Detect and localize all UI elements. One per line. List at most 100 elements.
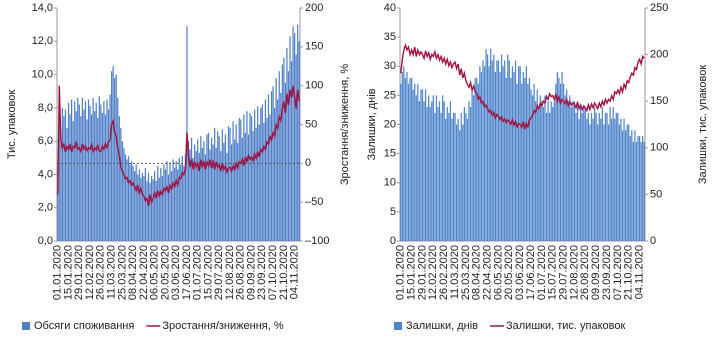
bar [607,124,610,241]
bar [524,77,526,242]
bar [468,101,470,241]
bar [197,139,199,241]
bar [157,166,159,241]
bar [75,111,77,241]
bar [556,72,559,241]
bar [298,41,300,242]
bar [61,107,63,241]
bar [235,124,237,241]
y-tick-label: 15 [384,148,396,160]
y-tick-label: 0,0 [38,235,53,247]
bar [215,147,217,241]
x-tick-label: 09.09.2020 [245,245,257,300]
bar [438,101,441,241]
y-axis-title: Залишки, днів [366,88,378,160]
bar [595,112,597,241]
bar [261,104,263,242]
bar [488,66,490,241]
bar [187,141,190,241]
bar [552,107,554,242]
x-tick-label: 04.11.2020 [633,245,645,299]
bar [598,112,600,241]
bar [255,127,257,241]
bar [70,99,73,242]
bar [567,101,569,241]
y2-tick-label: 150 [305,41,323,53]
bar [474,77,476,242]
y-tick-label: 30 [384,60,396,72]
bar [403,66,405,241]
bar [555,83,557,241]
bar [258,124,260,241]
bar [218,136,220,241]
bar [177,169,179,241]
bar [74,101,76,241]
bar [415,95,417,241]
bar [525,66,527,241]
bar [263,122,265,241]
bar [138,169,140,241]
bar [238,117,240,241]
bar [423,101,425,241]
legend-swatch [22,322,30,330]
bar [86,119,88,241]
bar [277,99,279,242]
bar [409,77,411,242]
bar [437,107,439,242]
bar [247,134,250,241]
bar [643,141,645,241]
bar [642,136,644,241]
y2-tick-label: 0 [650,235,656,247]
bar [459,130,461,241]
bar [521,83,523,241]
bar [181,156,183,241]
bar [98,96,100,241]
x-tick-label: 17.06.2020 [525,245,537,300]
bar [412,89,414,241]
bar [69,114,71,241]
bar [482,60,484,241]
bar [89,106,91,241]
bar [614,118,616,241]
bar [201,147,203,241]
y2-tick-label: 150 [650,95,668,107]
legend-label: Обсяги споживання [34,320,134,332]
bar [442,95,444,241]
bar [114,77,116,242]
bar [584,107,586,242]
y2-tick-label: 200 [650,49,668,61]
bar [284,82,287,242]
bar [210,137,213,241]
bar [143,176,145,241]
bar [576,101,579,241]
bar [493,54,495,241]
bar [115,74,117,241]
bar [581,112,583,241]
bar [95,102,97,241]
bar [127,156,130,241]
bar [207,132,210,241]
bar [250,116,253,241]
bar [476,77,478,242]
bar [141,172,143,241]
bar [530,89,532,241]
x-tick-label: 01.01.2020 [395,245,407,300]
bar [260,107,262,241]
bar [483,66,486,241]
bar [462,124,464,241]
bar [612,107,614,242]
x-tick-label: 23.09.2020 [256,245,268,300]
bar [626,124,628,241]
bar [195,151,197,241]
bar [586,118,588,241]
bar [640,141,642,241]
bar [485,48,487,242]
bar [406,72,408,241]
bar [580,107,582,242]
bar [505,77,507,242]
bar [527,83,529,241]
bar [624,130,627,241]
bar [221,129,223,241]
bar [414,83,416,241]
y-tick-label: 4,0 [38,168,53,180]
